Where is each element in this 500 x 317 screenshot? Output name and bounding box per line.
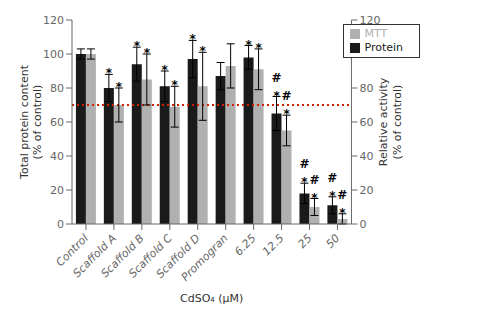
svg-text:12.5: 12.5 (260, 232, 287, 259)
svg-text:20: 20 (359, 184, 373, 197)
svg-text:20: 20 (50, 184, 64, 197)
svg-text:0: 0 (359, 218, 366, 231)
svg-text:#: # (327, 171, 337, 185)
svg-text:40: 40 (50, 150, 64, 163)
svg-text:*: * (190, 32, 197, 46)
svg-text:60: 60 (359, 116, 373, 129)
svg-text:*: * (301, 175, 308, 189)
svg-text:Promogran: Promogran (179, 232, 231, 284)
svg-text:*: * (283, 107, 290, 121)
svg-text:*: * (162, 63, 169, 77)
svg-text:*: * (273, 89, 280, 103)
svg-text:120: 120 (359, 14, 380, 27)
svg-text:#: # (299, 157, 309, 171)
svg-text:CdSO₄ (μM): CdSO₄ (μM) (180, 292, 243, 305)
svg-text:#: # (337, 188, 347, 202)
svg-text:*: * (245, 38, 252, 52)
svg-text:*: * (172, 78, 179, 92)
svg-text:Relative activity(% of control: Relative activity(% of control) (377, 77, 403, 166)
svg-text:80: 80 (50, 82, 64, 95)
svg-text:*: * (106, 66, 113, 80)
svg-text:6.25: 6.25 (232, 232, 259, 259)
svg-text:*: * (200, 44, 207, 58)
svg-text:100: 100 (359, 48, 380, 61)
svg-text:40: 40 (359, 150, 373, 163)
svg-text:100: 100 (43, 48, 64, 61)
svg-text:120: 120 (43, 14, 64, 27)
svg-text:*: * (116, 80, 123, 94)
svg-text:*: * (329, 189, 336, 203)
svg-text:#: # (309, 173, 319, 187)
svg-text:25: 25 (295, 232, 314, 251)
svg-text:50: 50 (323, 232, 342, 251)
svg-text:Total protein content(% of con: Total protein content(% of control) (18, 64, 44, 180)
svg-text:#: # (271, 71, 281, 85)
svg-text:*: * (255, 41, 262, 55)
svg-text:60: 60 (50, 116, 64, 129)
svg-text:*: * (134, 39, 141, 53)
svg-text:*: * (144, 46, 151, 60)
svg-text:#: # (281, 89, 291, 103)
svg-text:*: * (311, 191, 318, 205)
svg-text:0: 0 (57, 218, 64, 231)
svg-text:80: 80 (359, 82, 373, 95)
svg-text:*: * (339, 206, 346, 220)
